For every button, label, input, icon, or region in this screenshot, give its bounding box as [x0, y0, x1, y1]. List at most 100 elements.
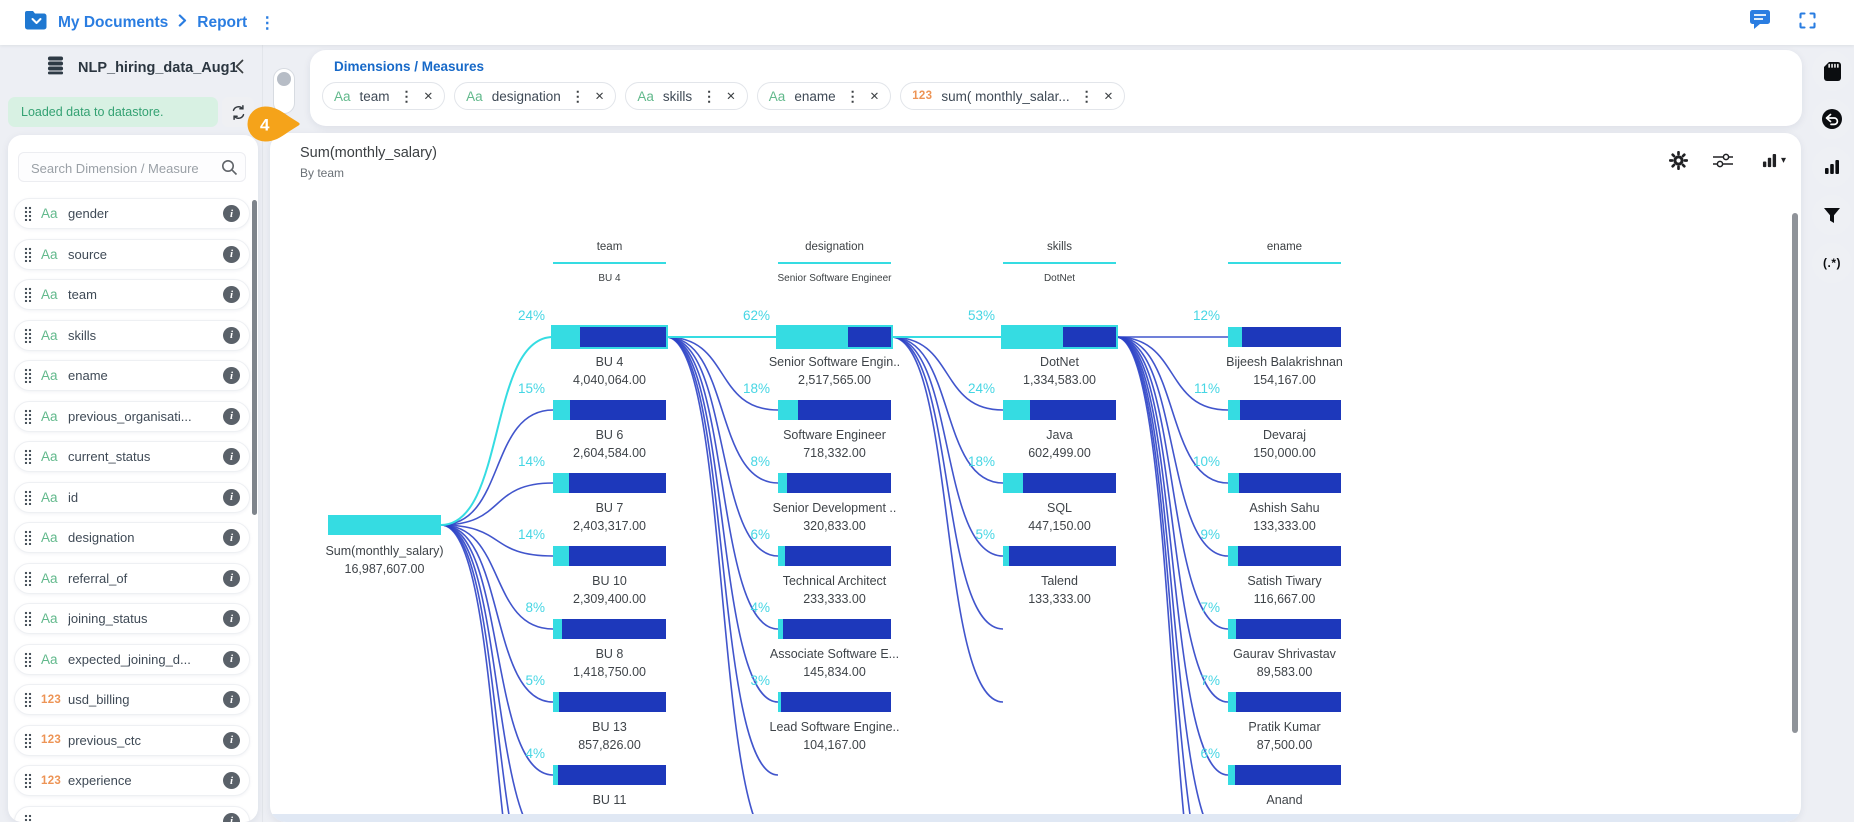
info-icon[interactable]: i: [223, 245, 240, 263]
tree-node-bar[interactable]: [1003, 400, 1116, 420]
fullscreen-icon[interactable]: [1799, 11, 1816, 34]
tree-node-bar[interactable]: [553, 692, 666, 712]
drag-handle-icon[interactable]: [24, 327, 32, 343]
chip-remove-icon[interactable]: ✕: [869, 91, 880, 103]
info-icon[interactable]: i: [223, 205, 240, 222]
chart-type-selector[interactable]: ▾: [1754, 148, 1794, 172]
search-input[interactable]: [29, 156, 213, 180]
info-icon[interactable]: i: [223, 610, 240, 627]
tree-node-bar[interactable]: [778, 327, 891, 347]
info-icon[interactable]: i: [223, 407, 240, 425]
tree-root-bar[interactable]: [328, 515, 441, 535]
field-item-referral_of[interactable]: Aa referral_of i: [14, 562, 250, 594]
tree-node-bar[interactable]: [1228, 473, 1341, 493]
tree-node-bar[interactable]: [1228, 327, 1341, 347]
drag-handle-icon[interactable]: [24, 246, 32, 262]
chart-vertical-scrollbar[interactable]: [1792, 213, 1798, 733]
info-icon[interactable]: i: [223, 286, 240, 303]
tree-node-bar[interactable]: [1228, 400, 1341, 420]
drag-handle-icon[interactable]: [24, 408, 32, 424]
field-item-joining_status[interactable]: Aa joining_status i: [14, 603, 250, 634]
field-item-expected_joining_d...[interactable]: Aa expected_joining_d... i: [14, 643, 250, 675]
chip-remove-icon[interactable]: ✕: [1103, 91, 1114, 103]
info-icon[interactable]: i: [223, 772, 240, 789]
field-item-previous_organisati...[interactable]: Aa previous_organisati... i: [14, 400, 250, 432]
chart-horizontal-scrollbar-track[interactable]: [270, 814, 1801, 822]
breadcrumb-my-documents[interactable]: My Documents: [58, 13, 169, 31]
tree-node-bar[interactable]: [778, 546, 891, 566]
drag-handle-icon[interactable]: [24, 570, 32, 586]
back-button[interactable]: [1812, 99, 1852, 139]
chip-remove-icon[interactable]: ✕: [594, 91, 605, 103]
tree-node-bar[interactable]: [778, 473, 891, 493]
chip-menu-icon[interactable]: ⋮: [845, 87, 860, 104]
field-item-experience[interactable]: 123 experience i: [14, 765, 250, 796]
tree-node-bar[interactable]: [778, 400, 891, 420]
field-item-skills[interactable]: Aa skills i: [14, 319, 250, 351]
report-menu-icon[interactable]: ⋮: [259, 14, 276, 32]
comments-icon[interactable]: [1750, 10, 1771, 35]
tree-node-bar[interactable]: [553, 473, 666, 493]
charts-button[interactable]: [1812, 147, 1852, 187]
chart-filter-settings-button[interactable]: [1710, 148, 1736, 172]
drag-handle-icon[interactable]: [24, 651, 32, 667]
info-icon[interactable]: i: [223, 731, 240, 749]
chip-menu-icon[interactable]: ⋮: [399, 87, 414, 104]
info-icon[interactable]: i: [223, 448, 240, 465]
chart-settings-button[interactable]: [1665, 148, 1691, 172]
drag-handle-icon[interactable]: [24, 489, 32, 505]
field-item-id[interactable]: Aa id i: [14, 481, 250, 513]
info-icon[interactable]: i: [223, 326, 240, 344]
info-icon[interactable]: i: [223, 650, 240, 668]
tree-node-bar[interactable]: [553, 765, 666, 785]
dimension-chip-team[interactable]: Aa team ⋮ ✕: [322, 82, 446, 110]
dimension-chip-designation[interactable]: Aa designation ⋮ ✕: [454, 82, 617, 110]
folder-icon[interactable]: [25, 10, 48, 35]
field-item-source[interactable]: Aa source i: [14, 238, 250, 270]
collapse-sidebar-icon[interactable]: [235, 59, 244, 79]
chip-menu-icon[interactable]: ⋮: [570, 87, 585, 104]
drag-handle-icon[interactable]: [24, 206, 32, 221]
tree-node-bar[interactable]: [1003, 327, 1116, 347]
tree-node-bar[interactable]: [553, 327, 666, 347]
breadcrumb-report[interactable]: Report: [197, 13, 248, 31]
chip-menu-icon[interactable]: ⋮: [1079, 87, 1094, 104]
field-item-current_status[interactable]: Aa current_status i: [14, 441, 250, 472]
dimension-chip-ename[interactable]: Aa ename ⋮ ✕: [756, 82, 892, 110]
info-icon[interactable]: i: [223, 691, 240, 708]
info-icon[interactable]: i: [223, 367, 240, 384]
tree-node-bar[interactable]: [553, 400, 666, 420]
drag-handle-icon[interactable]: [24, 449, 32, 464]
tree-node-bar[interactable]: [1228, 546, 1341, 566]
regex-button[interactable]: (.*): [1812, 243, 1852, 283]
chip-remove-icon[interactable]: ✕: [423, 91, 434, 103]
search-icon[interactable]: [221, 159, 238, 181]
chip-menu-icon[interactable]: ⋮: [702, 87, 717, 104]
info-icon[interactable]: i: [223, 812, 240, 822]
field-item[interactable]: i: [14, 805, 250, 822]
chip-remove-icon[interactable]: ✕: [726, 91, 736, 103]
tree-node-bar[interactable]: [1228, 692, 1341, 712]
drag-handle-icon[interactable]: [24, 773, 32, 788]
field-item-usd_billing[interactable]: 123 usd_billing i: [14, 684, 250, 715]
drag-handle-icon[interactable]: [24, 287, 32, 302]
field-item-gender[interactable]: Aa gender i: [14, 198, 250, 229]
info-icon[interactable]: i: [223, 569, 240, 587]
tree-node-bar[interactable]: [778, 619, 891, 639]
tree-node-bar[interactable]: [553, 619, 666, 639]
field-item-designation[interactable]: Aa designation i: [14, 522, 250, 553]
save-button[interactable]: [1812, 51, 1852, 91]
drag-handle-icon[interactable]: [24, 732, 32, 748]
tree-node-bar[interactable]: [1228, 619, 1341, 639]
dimension-chip-sum_monthly_salar_[interactable]: 123 sum( monthly_salar... ⋮ ✕: [900, 82, 1126, 110]
field-item-previous_ctc[interactable]: 123 previous_ctc i: [14, 724, 250, 756]
filter-button[interactable]: [1812, 195, 1852, 235]
drag-handle-icon[interactable]: [24, 692, 32, 707]
tree-node-bar[interactable]: [1228, 765, 1341, 785]
info-icon[interactable]: i: [223, 529, 240, 546]
tree-node-bar[interactable]: [778, 692, 891, 712]
field-item-ename[interactable]: Aa ename i: [14, 360, 250, 391]
drag-handle-icon[interactable]: [24, 813, 32, 822]
info-icon[interactable]: i: [223, 488, 240, 506]
drag-handle-icon[interactable]: [24, 611, 32, 626]
